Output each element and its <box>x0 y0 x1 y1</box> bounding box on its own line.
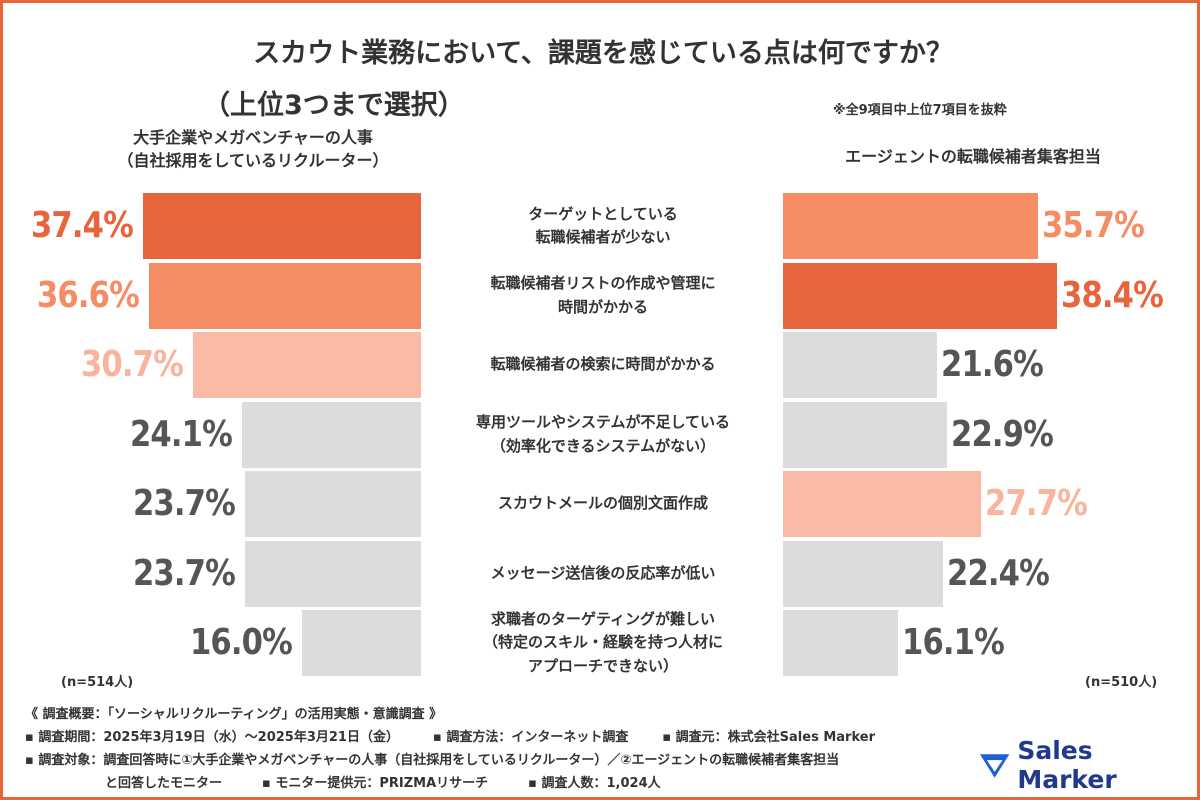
sample-size: (n=510人) <box>1085 675 1158 690</box>
category-label: メッセージ送信後の反応率が低い <box>490 563 716 582</box>
bar <box>143 193 421 259</box>
logo-icon <box>979 754 1010 778</box>
bar <box>783 610 898 676</box>
footer-row: ▪ 調査対象：調査回答時に①大手企業やメガベンチャーの人事（自社採用をしているリ… <box>25 749 875 772</box>
bar <box>241 401 421 468</box>
logo-text: Sales Marker <box>1017 736 1117 794</box>
value-label: 35.7% <box>1041 205 1145 246</box>
category-label: スカウトメールの個別文面作成 <box>497 494 708 513</box>
bar <box>783 332 938 398</box>
bar <box>783 401 947 468</box>
bar <box>149 262 421 329</box>
value-label: 27.7% <box>984 483 1088 524</box>
value-label: 16.1% <box>901 622 1005 663</box>
bar <box>244 471 421 537</box>
right-series-name: エージェントの転職候補者集客担当 <box>845 147 1101 166</box>
chart-subtitle: （上位3つまで選択） <box>203 90 465 121</box>
footer-text: と回答したモニター <box>105 776 223 791</box>
value-label: 38.4% <box>1061 274 1164 316</box>
bar <box>783 262 1058 329</box>
sample-size: (n=514人) <box>61 675 134 690</box>
bar <box>244 540 421 607</box>
footer-text: ▪ 調査対象：調査回答時に①大手企業やメガベンチャーの人事（自社採用をしているリ… <box>25 753 840 768</box>
value-label: 21.6% <box>941 344 1044 385</box>
value-label: 23.7% <box>133 552 236 594</box>
bar <box>192 332 421 398</box>
bar <box>302 610 421 676</box>
footer: 《 調査概要：「ソーシャルリクルーティング」の活用実態・意識調査 》 ▪ 調査期間… <box>25 703 875 795</box>
footer-text: ▪ モニター提供元：PRIZMAリサーチ <box>262 776 489 791</box>
logo: Sales Marker <box>978 736 1197 794</box>
value-label: 16.0% <box>190 622 293 663</box>
value-label: 24.1% <box>130 413 233 455</box>
bar <box>783 471 981 537</box>
category-label: 専用ツールやシステムが不足している （効率化できるシステムがない） <box>475 413 731 455</box>
value-label: 30.7% <box>80 344 184 385</box>
footer-text: 《 調査概要：「ソーシャルリクルーティング」の活用実態・意識調査 》 <box>25 707 443 722</box>
value-label: 23.7% <box>133 483 236 524</box>
footer-text: ▪ 調査方法：インターネット調査 <box>432 730 629 745</box>
footer-row: ▪ 調査期間：2025年3月19日（水）～2025年3月21日（金） ▪ 調査方法… <box>25 726 875 749</box>
footer-text: ▪ 調査人数：1,024人 <box>528 776 661 791</box>
value-label: 36.6% <box>37 274 140 316</box>
footer-text: ▪ 調査元：株式会社Sales Marker <box>662 730 875 745</box>
value-label: 22.9% <box>950 413 1054 455</box>
footer-row: 《 調査概要：「ソーシャルリクルーティング」の活用実態・意識調査 》 <box>25 703 875 726</box>
category-label: 転職候補者の検索に時間がかかる <box>490 355 716 374</box>
category-label: 転職候補者リストの作成や管理に 時間がかかる <box>490 274 716 316</box>
left-series-name: 大手企業やメガベンチャーの人事 （自社採用をしているリクルーター） <box>117 128 389 171</box>
footer-text: ▪ 調査期間：2025年3月19日（水）～2025年3月21日（金） <box>25 730 399 745</box>
bar <box>783 540 943 607</box>
note: ※全9項目中上位7項目を抜粋 <box>833 103 1007 118</box>
footer-row: と回答したモニター ▪ モニター提供元：PRIZMAリサーチ ▪ 調査人数：1,02… <box>25 772 875 795</box>
category-label: 求職者のターゲティングが難しい （特定のスキル・経験を持つ人材に アプローチでき… <box>482 610 723 675</box>
category-label: ターゲットとしている 転職候補者が少ない <box>528 204 678 246</box>
value-label: 22.4% <box>946 552 1050 594</box>
bar <box>783 193 1038 259</box>
chart-title: スカウト業務において、課題を感じている点は何ですか？ <box>253 38 953 69</box>
value-label: 37.4% <box>31 205 134 246</box>
